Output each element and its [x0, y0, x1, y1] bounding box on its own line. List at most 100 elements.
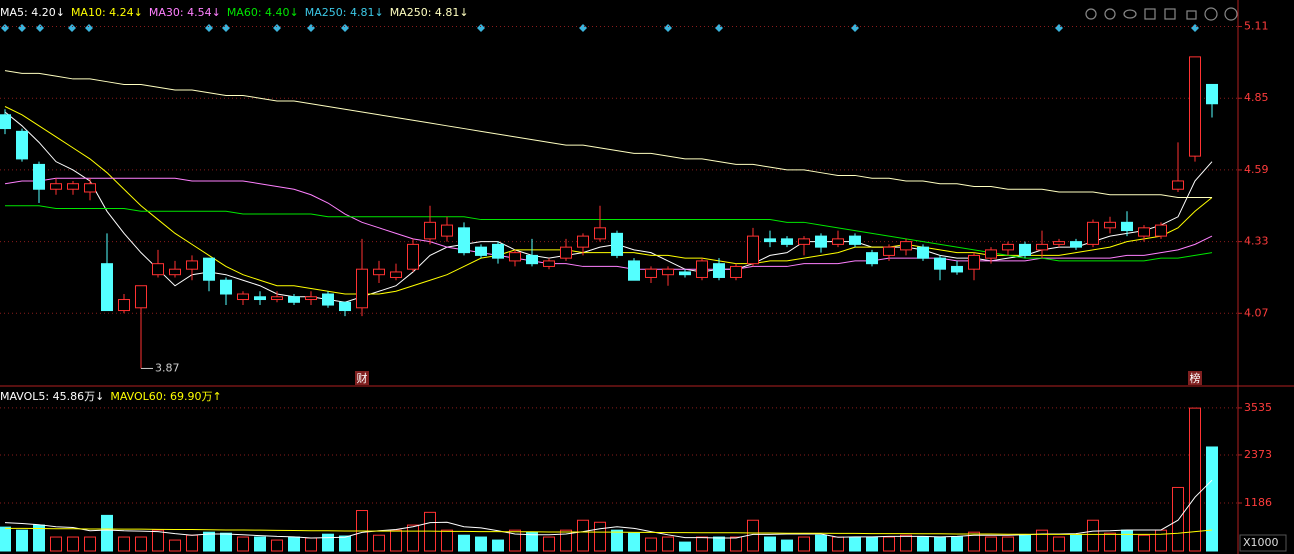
y-tick-label: 1186 [1244, 496, 1272, 509]
volume-bar [696, 536, 708, 552]
volume-bar [1070, 534, 1082, 552]
volume-bar [322, 533, 334, 552]
volume-bar [832, 536, 844, 552]
volume-bar [271, 539, 283, 552]
lock-icon[interactable] [1186, 10, 1197, 20]
candle-body [84, 183, 96, 193]
legend-entry: MA10: 4.24↓ [71, 6, 143, 19]
candle-body [798, 238, 810, 245]
legend-entry: MA30: 4.54↓ [149, 6, 221, 19]
volume-bar [509, 529, 521, 552]
volume-bar [679, 541, 691, 552]
volume-bar [730, 536, 742, 552]
y-tick-label: 4.85 [1244, 91, 1269, 104]
low-label: 3.87 [155, 361, 180, 374]
volume-bar [1053, 536, 1065, 552]
candle-body [288, 296, 300, 303]
candle-body [900, 241, 912, 251]
candle-body [118, 299, 130, 312]
y-tick-label: 4.07 [1244, 306, 1269, 319]
volume-bar [900, 534, 912, 552]
candle-body [390, 271, 402, 278]
volume-bar [118, 536, 130, 552]
y-tick-label: 4.59 [1244, 163, 1269, 176]
candle-body [1053, 241, 1065, 245]
candle-body [849, 235, 861, 245]
candle-body [356, 268, 368, 309]
candle-body [1189, 56, 1201, 157]
candle-body [781, 238, 793, 245]
delete-icon[interactable] [1164, 8, 1176, 20]
volume-bar [662, 536, 674, 552]
volume-bar [169, 539, 181, 552]
settings-icon[interactable] [1085, 8, 1097, 20]
candle-body [696, 260, 708, 278]
candle-body [526, 254, 538, 265]
legend-entry: MA250: 4.81↓ [305, 6, 384, 19]
volume-bar [203, 531, 215, 552]
candle-body [917, 246, 929, 259]
ma-line [4, 70, 1212, 198]
volume-bar [152, 529, 164, 552]
volume-bar [764, 536, 776, 552]
candle-body [764, 238, 776, 243]
volume-bar [1172, 486, 1184, 552]
volume-bar [0, 526, 11, 552]
volume-bar [866, 536, 878, 552]
volume-bar [934, 536, 946, 552]
candle-body [594, 227, 606, 240]
volume-bar [713, 536, 725, 552]
volume-bar [577, 519, 589, 552]
zoom-in-icon[interactable] [1204, 7, 1218, 21]
candle-body [33, 163, 45, 190]
volume-bar [288, 536, 300, 552]
candle-body [543, 260, 555, 267]
candle-body [135, 285, 147, 309]
volume-bar [475, 536, 487, 552]
candle-body [1206, 83, 1218, 105]
y-tick-label: 4.33 [1244, 235, 1269, 248]
candle-body [560, 246, 572, 259]
volume-bar [1104, 532, 1116, 552]
candle-body [1002, 243, 1014, 251]
candle-body [985, 249, 997, 259]
candle-body [1138, 227, 1150, 237]
volume-bar [815, 534, 827, 552]
candle-body [152, 263, 164, 276]
legend-entry: MA5: 4.20↓ [0, 6, 65, 19]
candle-body [339, 301, 351, 312]
candle-body [883, 246, 895, 256]
volume-bar [237, 536, 249, 552]
volume-bar [16, 529, 28, 552]
zoom-out-icon[interactable] [1224, 7, 1238, 21]
volume-bar [492, 539, 504, 552]
volume-bar [186, 534, 198, 552]
volume-bar [985, 536, 997, 552]
volume-bar [781, 539, 793, 552]
candle-body [1104, 221, 1116, 229]
candle-body [1087, 221, 1099, 245]
candle-body [67, 183, 79, 190]
unit-box [1239, 534, 1287, 552]
volume-bar [849, 536, 861, 552]
candle-body [186, 260, 198, 270]
annotation-box [355, 371, 369, 385]
legend-entry: MAVOL5: 45.86万↓ [0, 390, 104, 403]
volume-bar [67, 536, 79, 552]
ma-line [4, 479, 1213, 539]
y-tick-label: 2373 [1244, 448, 1272, 461]
tool-icon[interactable] [1104, 8, 1116, 20]
volume-bar [390, 529, 402, 552]
view-icon[interactable] [1123, 9, 1137, 19]
candle-body [832, 238, 844, 245]
candle-body [713, 263, 725, 278]
candle-body [458, 227, 470, 254]
volume-bar [1138, 534, 1150, 552]
volume-bar [50, 536, 62, 552]
volume-bar [1087, 519, 1099, 552]
volume-bar [645, 537, 657, 552]
unit-label: X1000 [1243, 536, 1279, 549]
candle-body [628, 260, 640, 281]
candle-body [968, 254, 980, 270]
store-icon[interactable] [1144, 8, 1156, 20]
